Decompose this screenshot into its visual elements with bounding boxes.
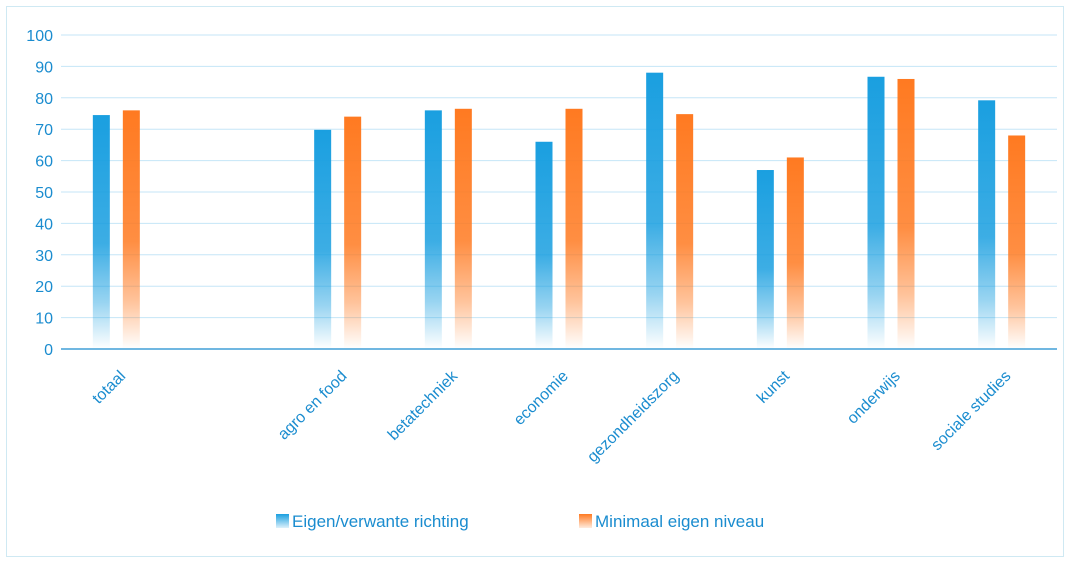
bar-minimaal-eigen-niveau <box>565 108 583 349</box>
x-category-label: sociale studies <box>928 368 1014 454</box>
bars <box>92 72 1026 350</box>
bar-eigen-verwante-richting <box>535 141 553 349</box>
y-tick-label: 20 <box>35 279 53 296</box>
bar-minimaal-eigen-niveau <box>897 78 915 350</box>
bar-eigen-verwante-richting <box>314 129 332 349</box>
bar-chart: 0 10 20 30 40 50 60 70 80 90 100 totaal agro en foo… <box>26 28 1057 531</box>
y-tick-label: 70 <box>35 122 53 139</box>
chart-frame: 0 10 20 30 40 50 60 70 80 90 100 totaal agro en foo… <box>6 6 1064 557</box>
y-tick-label: 80 <box>35 91 53 108</box>
x-category-label: betatechniek <box>385 367 462 444</box>
x-category-label: totaal <box>89 368 129 408</box>
bar-eigen-verwante-richting <box>424 110 442 349</box>
legend-swatch-eigen-verwante-richting <box>276 514 289 528</box>
x-category-label: agro en food <box>275 368 351 444</box>
bar-minimaal-eigen-niveau <box>1008 135 1026 349</box>
bar-eigen-verwante-richting <box>92 115 110 349</box>
y-tick-label: 40 <box>35 216 53 233</box>
y-tick-label: 60 <box>35 154 53 171</box>
legend: Eigen/verwante richting Minimaal eigen ni… <box>276 512 764 531</box>
x-category-label: economie <box>511 368 572 429</box>
bar-eigen-verwante-richting <box>756 170 774 349</box>
y-tick-label: 90 <box>35 59 53 76</box>
y-axis-ticks: 0 10 20 30 40 50 60 70 80 90 100 <box>26 28 53 359</box>
y-tick-label: 30 <box>35 248 53 265</box>
bar-minimaal-eigen-niveau <box>676 114 694 350</box>
bar-eigen-verwante-richting <box>978 100 996 349</box>
y-tick-label: 50 <box>35 185 53 202</box>
x-axis-labels: totaal agro en food betatechniek economie ge… <box>89 367 1014 466</box>
bar-eigen-verwante-richting <box>646 72 664 350</box>
legend-swatch-minimaal-eigen-niveau <box>579 514 592 528</box>
y-tick-label: 100 <box>26 28 53 45</box>
y-tick-label: 0 <box>44 342 53 359</box>
x-category-label: onderwijs <box>844 368 904 428</box>
legend-label: Eigen/verwante richting <box>292 512 469 531</box>
bar-minimaal-eigen-niveau <box>454 108 472 349</box>
bar-minimaal-eigen-niveau <box>786 157 804 349</box>
gridlines <box>61 34 1057 350</box>
legend-label: Minimaal eigen niveau <box>595 512 764 531</box>
y-tick-label: 10 <box>35 311 53 328</box>
bar-eigen-verwante-richting <box>867 76 885 350</box>
x-category-label: gezondheidszorg <box>584 368 682 466</box>
bar-minimaal-eigen-niveau <box>122 110 140 349</box>
x-category-label: kunst <box>754 367 793 406</box>
bar-minimaal-eigen-niveau <box>344 116 362 349</box>
